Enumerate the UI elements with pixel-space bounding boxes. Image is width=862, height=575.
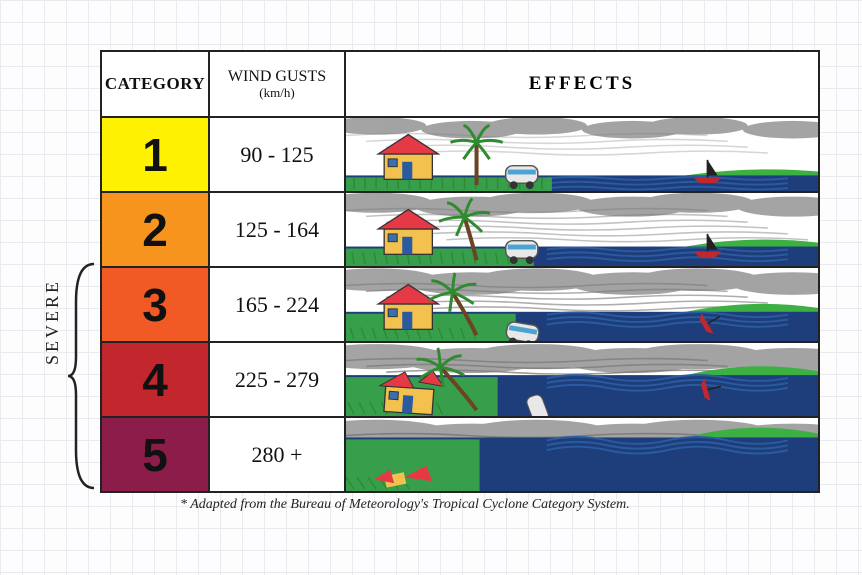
table-row: 2125 - 164: [102, 191, 818, 266]
effects-illustration: [346, 343, 818, 416]
cyclone-category-table: CATEGORY WIND GUSTS (km/h) EFFECTS 190 -…: [100, 50, 820, 493]
category-number: 3: [102, 268, 210, 341]
effects-illustration: [346, 118, 818, 191]
category-number: 4: [102, 343, 210, 416]
table-row: 4225 - 279: [102, 341, 818, 416]
table-row: 3165 - 224: [102, 266, 818, 341]
category-number: 1: [102, 118, 210, 191]
wind-gust-range: 225 - 279: [210, 343, 346, 416]
wind-gust-range: 125 - 164: [210, 193, 346, 266]
header-effects: EFFECTS: [346, 52, 818, 116]
header-wind-label: WIND GUSTS: [228, 69, 326, 86]
severe-bracket: [66, 262, 96, 490]
table-header-row: CATEGORY WIND GUSTS (km/h) EFFECTS: [102, 52, 818, 116]
wind-gust-range: 90 - 125: [210, 118, 346, 191]
category-number: 5: [102, 418, 210, 491]
table-row: 190 - 125: [102, 116, 818, 191]
effects-illustration: [346, 418, 818, 491]
effects-illustration: [346, 193, 818, 266]
table-row: 5280 +: [102, 416, 818, 491]
wind-gust-range: 280 +: [210, 418, 346, 491]
header-wind: WIND GUSTS (km/h): [210, 52, 346, 116]
category-number: 2: [102, 193, 210, 266]
severe-label: SEVERE: [42, 279, 63, 365]
wind-gust-range: 165 - 224: [210, 268, 346, 341]
effects-illustration: [346, 268, 818, 341]
header-category: CATEGORY: [102, 52, 210, 116]
header-wind-unit: (km/h): [259, 86, 294, 100]
footnote: * Adapted from the Bureau of Meteorology…: [180, 497, 630, 513]
